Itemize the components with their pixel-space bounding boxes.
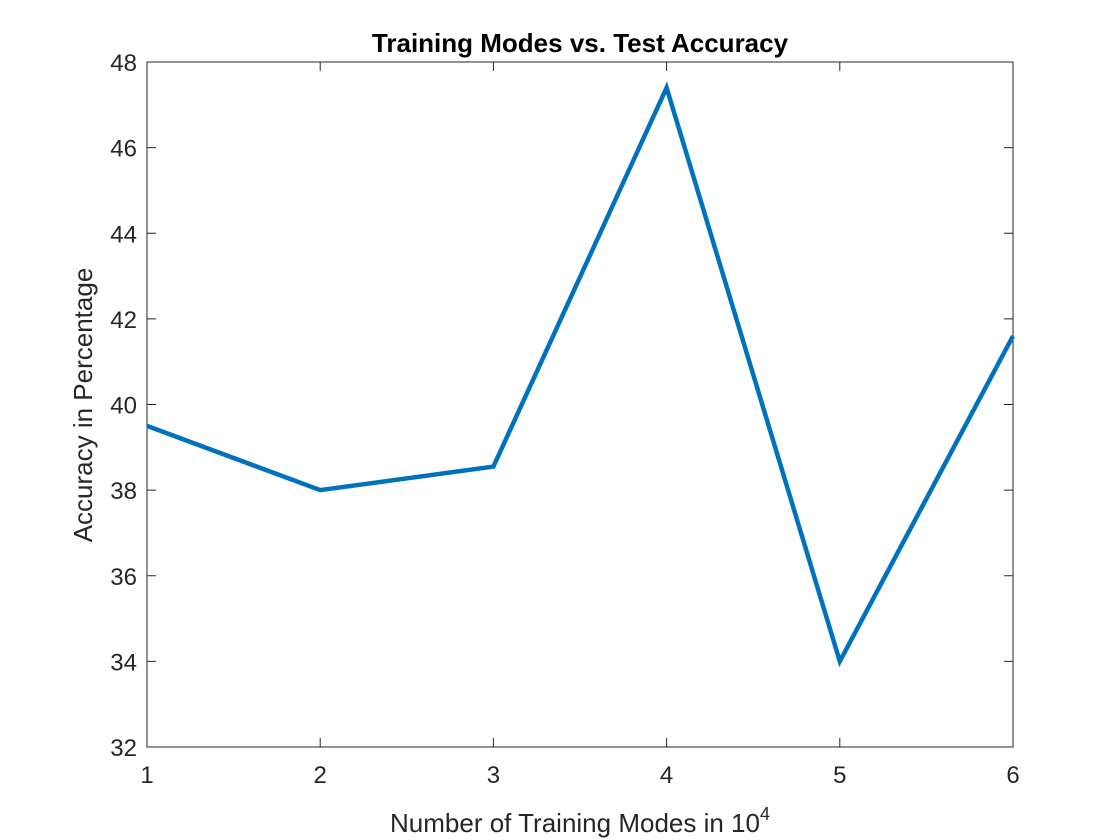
x-axis: 1 2 3 4 5 6 [140,62,1020,789]
y-tick-label: 40 [110,393,137,420]
series-line [146,81,1015,668]
y-tick-label: 36 [110,564,137,591]
x-tick-label: 6 [1006,762,1019,789]
x-tick-label: 4 [660,762,673,789]
x-tick-label: 3 [487,762,500,789]
y-tick-label: 42 [110,307,137,334]
x-axis-label-superscript: 4 [760,804,770,824]
y-axis: 32 34 36 38 40 42 44 46 48 [110,50,1013,762]
y-tick-label: 44 [110,221,137,248]
y-tick-label: 32 [110,735,137,762]
y-tick-label: 34 [110,649,137,676]
x-tick-label: 2 [314,762,327,789]
x-tick-label: 1 [140,762,153,789]
x-axis-label: Number of Training Modes in 104 [390,804,770,838]
y-tick-label: 38 [110,478,137,505]
y-axis-label: Accuracy in Percentage [68,268,98,543]
x-tick-label: 5 [833,762,846,789]
y-tick-label: 46 [110,136,137,163]
y-tick-label: 48 [110,50,137,77]
series-layer [146,81,1015,668]
x-axis-label-text: Number of Training Modes in 10 [390,808,760,838]
chart-title: Training Modes vs. Test Accuracy [372,28,789,58]
